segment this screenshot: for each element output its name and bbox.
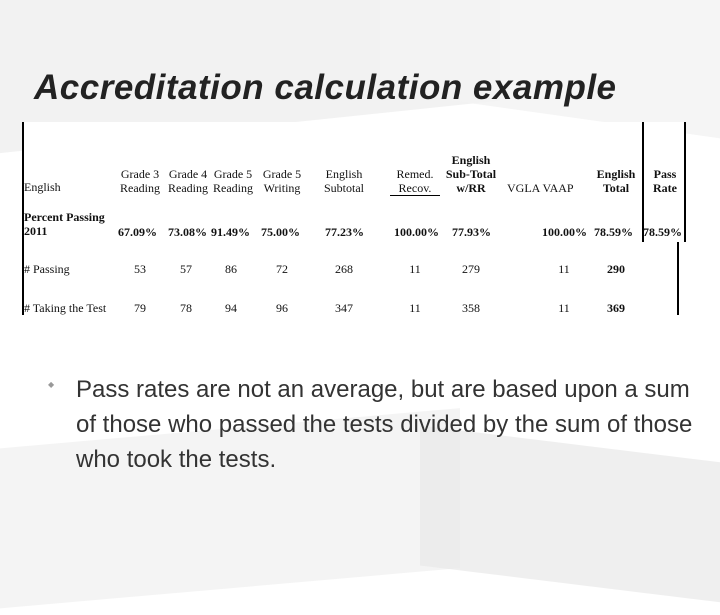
table-divider bbox=[642, 122, 644, 242]
passing-grade5-writing: 72 bbox=[276, 262, 288, 276]
passing-english-subtotal: 268 bbox=[335, 262, 353, 276]
header-remed-recov: Remed. Recov. bbox=[390, 167, 440, 196]
passing-english-subtotal-rr: 279 bbox=[462, 262, 480, 276]
taking-vgla-vaap: 11 bbox=[558, 301, 570, 315]
header-grade4-reading: Grade 4 Reading bbox=[168, 167, 208, 195]
header-grade5-writing: Grade 5 Writing bbox=[262, 167, 302, 195]
percent-grade4: 73.08% bbox=[168, 225, 207, 239]
header-english-subtotal-rr: English Sub-Total w/RR bbox=[445, 153, 497, 195]
accreditation-table: English Grade 3 Reading Grade 4 Reading Gr… bbox=[22, 122, 686, 315]
row-label-taking: # Taking the Test bbox=[24, 301, 107, 315]
taking-grade5-writing: 96 bbox=[276, 301, 288, 315]
percent-english-subtotal-rr: 77.93% bbox=[452, 225, 491, 239]
slide-title: Accreditation calculation example bbox=[34, 68, 617, 107]
taking-english-total: 369 bbox=[607, 301, 625, 315]
taking-english-subtotal: 347 bbox=[335, 301, 353, 315]
header-english-total: English Total bbox=[596, 167, 636, 195]
table-divider bbox=[684, 122, 686, 242]
percent-english-subtotal: 77.23% bbox=[325, 225, 364, 239]
header-pass-rate: Pass Rate bbox=[653, 167, 677, 195]
bullet-icon: ◆ bbox=[48, 380, 55, 389]
percent-pass-rate: 78.59% bbox=[643, 225, 682, 239]
row-label-passing: # Passing bbox=[24, 262, 70, 276]
row-label-percent-passing: Percent Passing 2011 bbox=[24, 210, 105, 238]
bullet-text: Pass rates are not an average, but are b… bbox=[76, 376, 693, 473]
row-label-subject: English bbox=[24, 180, 61, 194]
passing-vgla-vaap: 11 bbox=[558, 262, 570, 276]
passing-grade4: 57 bbox=[180, 262, 192, 276]
taking-grade3: 79 bbox=[134, 301, 146, 315]
passing-remed-recov: 11 bbox=[409, 262, 421, 276]
header-vgla-vaap: VGLA VAAP bbox=[507, 181, 574, 195]
passing-grade5-reading: 86 bbox=[225, 262, 237, 276]
taking-grade5-reading: 94 bbox=[225, 301, 237, 315]
percent-grade5-writing: 75.00% bbox=[261, 225, 300, 239]
taking-grade4: 78 bbox=[180, 301, 192, 315]
percent-grade3: 67.09% bbox=[118, 225, 157, 239]
taking-english-subtotal-rr: 358 bbox=[462, 301, 480, 315]
table-divider bbox=[677, 242, 679, 315]
passing-grade3: 53 bbox=[134, 262, 146, 276]
header-grade5-reading: Grade 5 Reading bbox=[213, 167, 253, 195]
percent-remed-recov: 100.00% bbox=[394, 225, 439, 239]
header-english-subtotal: English Subtotal bbox=[323, 167, 364, 195]
header-grade3-reading: Grade 3 Reading bbox=[120, 167, 160, 195]
percent-english-total: 78.59% bbox=[594, 225, 633, 239]
passing-english-total: 290 bbox=[607, 262, 625, 276]
percent-vgla-vaap: 100.00% bbox=[542, 225, 587, 239]
taking-remed-recov: 11 bbox=[409, 301, 421, 315]
table-border bbox=[22, 122, 24, 315]
percent-grade5-reading: 91.49% bbox=[211, 225, 250, 239]
